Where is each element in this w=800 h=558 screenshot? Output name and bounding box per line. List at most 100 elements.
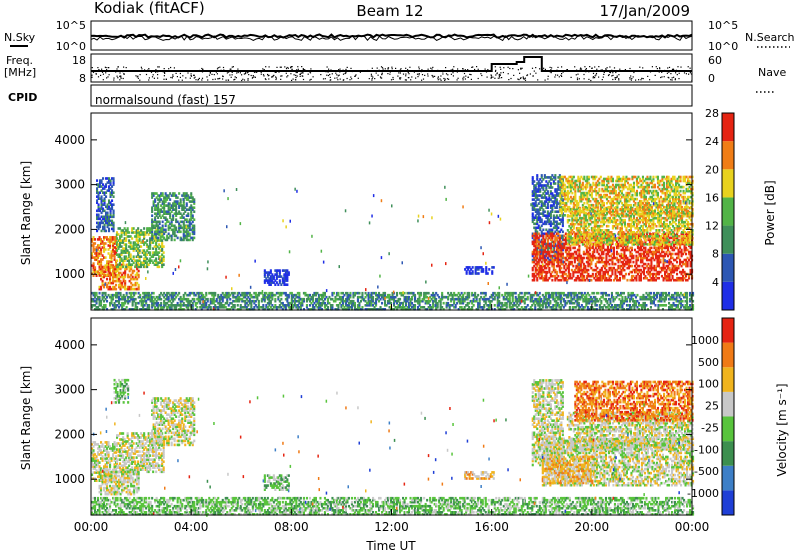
power-cell bbox=[174, 239, 176, 242]
power-cell bbox=[532, 212, 534, 215]
nave-dot bbox=[166, 79, 167, 80]
power-cell bbox=[538, 241, 540, 244]
nave-dot bbox=[297, 76, 298, 77]
nave-dot bbox=[97, 67, 98, 68]
power-cell bbox=[587, 269, 589, 272]
power-cell bbox=[591, 243, 593, 246]
nave-dot bbox=[295, 79, 296, 80]
power-cell bbox=[541, 174, 543, 177]
nave-dot bbox=[451, 74, 452, 75]
nave-dot bbox=[512, 68, 513, 69]
nave-dot bbox=[311, 79, 312, 80]
noise-strip: N.Sky 10^5 10^0 10^5 10^0 N.Search bbox=[4, 19, 795, 53]
power-cell bbox=[592, 273, 594, 276]
nave-dot bbox=[219, 78, 220, 79]
nave-dot bbox=[336, 77, 337, 78]
power-cell bbox=[536, 174, 538, 177]
nave-dot bbox=[336, 74, 337, 75]
nave-dot bbox=[643, 78, 644, 79]
power-cell bbox=[493, 266, 495, 269]
nave-dot bbox=[574, 66, 575, 67]
nave-dot bbox=[411, 76, 412, 77]
power-cell bbox=[572, 265, 574, 268]
power-cell bbox=[108, 228, 110, 231]
nave-dot bbox=[561, 73, 562, 74]
nave-dot bbox=[211, 74, 212, 75]
power-cell bbox=[125, 243, 127, 246]
nave-dot bbox=[400, 79, 401, 80]
power-cell bbox=[645, 239, 647, 242]
power-cell bbox=[550, 182, 552, 185]
power-cell bbox=[491, 270, 493, 273]
nave-dot bbox=[400, 72, 401, 73]
nave-dot bbox=[391, 79, 392, 80]
nave-dot bbox=[555, 74, 556, 75]
power-cell bbox=[562, 253, 564, 256]
power-cell bbox=[175, 227, 177, 230]
nave-dot bbox=[340, 79, 341, 80]
nave-dot bbox=[405, 68, 406, 69]
nave-dot bbox=[116, 68, 117, 69]
power-cell bbox=[128, 231, 130, 234]
power-cell bbox=[113, 210, 115, 213]
nave-dot bbox=[612, 72, 613, 73]
nave-dot bbox=[608, 75, 609, 76]
nave-dot bbox=[400, 77, 401, 78]
nave-dot bbox=[603, 77, 604, 78]
power-cell bbox=[155, 257, 157, 260]
nave-dot bbox=[351, 78, 352, 79]
power-cell bbox=[588, 229, 590, 232]
nave-dot bbox=[233, 66, 234, 67]
power-cell bbox=[584, 265, 586, 268]
power-cell bbox=[560, 267, 562, 270]
power-cell bbox=[105, 230, 107, 233]
nave-dot bbox=[596, 73, 597, 74]
power-cell bbox=[672, 275, 674, 278]
nave-dot bbox=[300, 74, 301, 75]
nave-dot bbox=[495, 74, 496, 75]
nave-dot bbox=[393, 79, 394, 80]
nave-dot bbox=[584, 78, 585, 79]
nave-tick-bottom: 0 bbox=[708, 72, 715, 85]
power-cell bbox=[163, 245, 165, 248]
nave-dot bbox=[596, 69, 597, 70]
nave-dot bbox=[498, 78, 499, 79]
freq-tick-top: 18 bbox=[72, 54, 86, 67]
nave-dot bbox=[263, 74, 264, 75]
power-cell bbox=[615, 243, 617, 246]
nave-dot bbox=[387, 73, 388, 74]
nave-dot bbox=[617, 76, 618, 77]
power-cell bbox=[105, 242, 107, 245]
power-cell bbox=[478, 272, 480, 275]
power-cell bbox=[162, 221, 164, 224]
power-cell bbox=[631, 265, 633, 268]
nave-dot bbox=[485, 69, 486, 70]
power-cell bbox=[631, 247, 633, 250]
power-cell bbox=[158, 266, 160, 269]
nave-dot bbox=[240, 72, 241, 73]
nave-dot bbox=[405, 74, 406, 75]
power-cell bbox=[138, 270, 140, 273]
nave-dot bbox=[345, 69, 346, 70]
nave-dot bbox=[347, 78, 348, 79]
nave-dot bbox=[545, 80, 546, 81]
power-cell bbox=[569, 245, 571, 248]
power-cell bbox=[149, 251, 151, 254]
power-cell bbox=[107, 212, 109, 215]
nave-dot bbox=[157, 78, 158, 79]
nave-dot bbox=[677, 66, 678, 67]
nave-dot bbox=[655, 75, 656, 76]
nave-dot bbox=[241, 80, 242, 81]
power-cell bbox=[636, 235, 638, 238]
cpid-label: CPID bbox=[8, 91, 37, 104]
nave-dot bbox=[417, 76, 418, 77]
nave-dot bbox=[448, 79, 449, 80]
nave-dot bbox=[670, 73, 671, 74]
power-cell bbox=[551, 186, 553, 189]
nave-dot bbox=[206, 76, 207, 77]
nave-dot bbox=[501, 77, 502, 78]
power-cell bbox=[623, 269, 625, 272]
nave-dot bbox=[217, 78, 218, 79]
nave-dot bbox=[647, 76, 648, 77]
nave-dot bbox=[500, 69, 501, 70]
